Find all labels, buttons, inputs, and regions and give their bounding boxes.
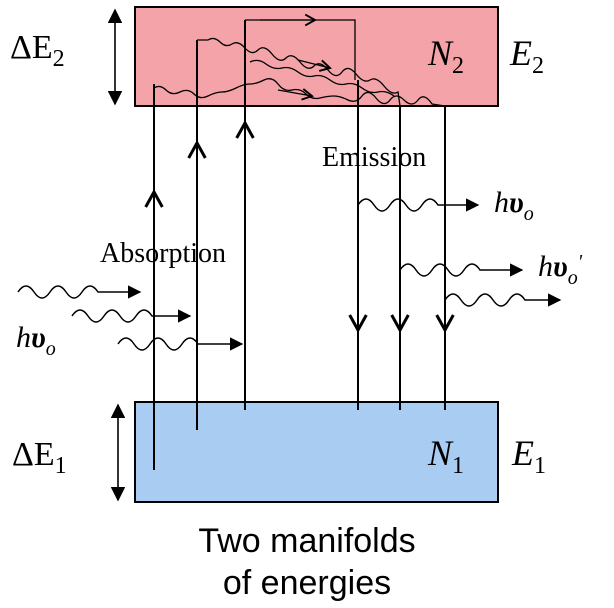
relaxation-path-low — [153, 78, 446, 107]
caption-line-2: of energies — [223, 564, 391, 602]
e2-label: E2 — [509, 33, 544, 79]
photon-in-label: hυo — [16, 321, 56, 360]
outgoing-photon-2 — [399, 263, 524, 277]
outgoing-photon-3 — [444, 293, 562, 307]
relaxation-path-mid2 — [249, 59, 395, 97]
incoming-photons — [17, 285, 244, 351]
relaxation-arrow-a — [297, 59, 332, 72]
emission-label: Emission — [322, 142, 426, 173]
relaxation-path-mid — [197, 37, 401, 107]
lower-manifold-box — [134, 401, 499, 503]
outgoing-photons — [357, 198, 562, 307]
incoming-photon-1 — [17, 285, 142, 299]
e1-label: E1 — [511, 433, 546, 479]
delta-e2-label: ΔE2 — [10, 29, 65, 72]
relaxation-paths — [153, 13, 446, 107]
outgoing-photon-1 — [357, 198, 480, 212]
absorption-label: Absorption — [100, 238, 226, 269]
caption-line-1: Two manifolds — [198, 522, 415, 560]
incoming-photon-3 — [117, 337, 244, 351]
photon-out1-label: hυo — [494, 186, 534, 225]
relaxation-arrow-b — [277, 88, 314, 101]
photon-out2-label: hυo' — [538, 250, 583, 289]
n1-label: N1 — [427, 433, 464, 479]
delta-e1-label: ΔE1 — [12, 436, 67, 479]
n2-label: N2 — [427, 33, 464, 79]
incoming-photon-2 — [71, 309, 192, 323]
emission-arrows — [348, 80, 455, 410]
